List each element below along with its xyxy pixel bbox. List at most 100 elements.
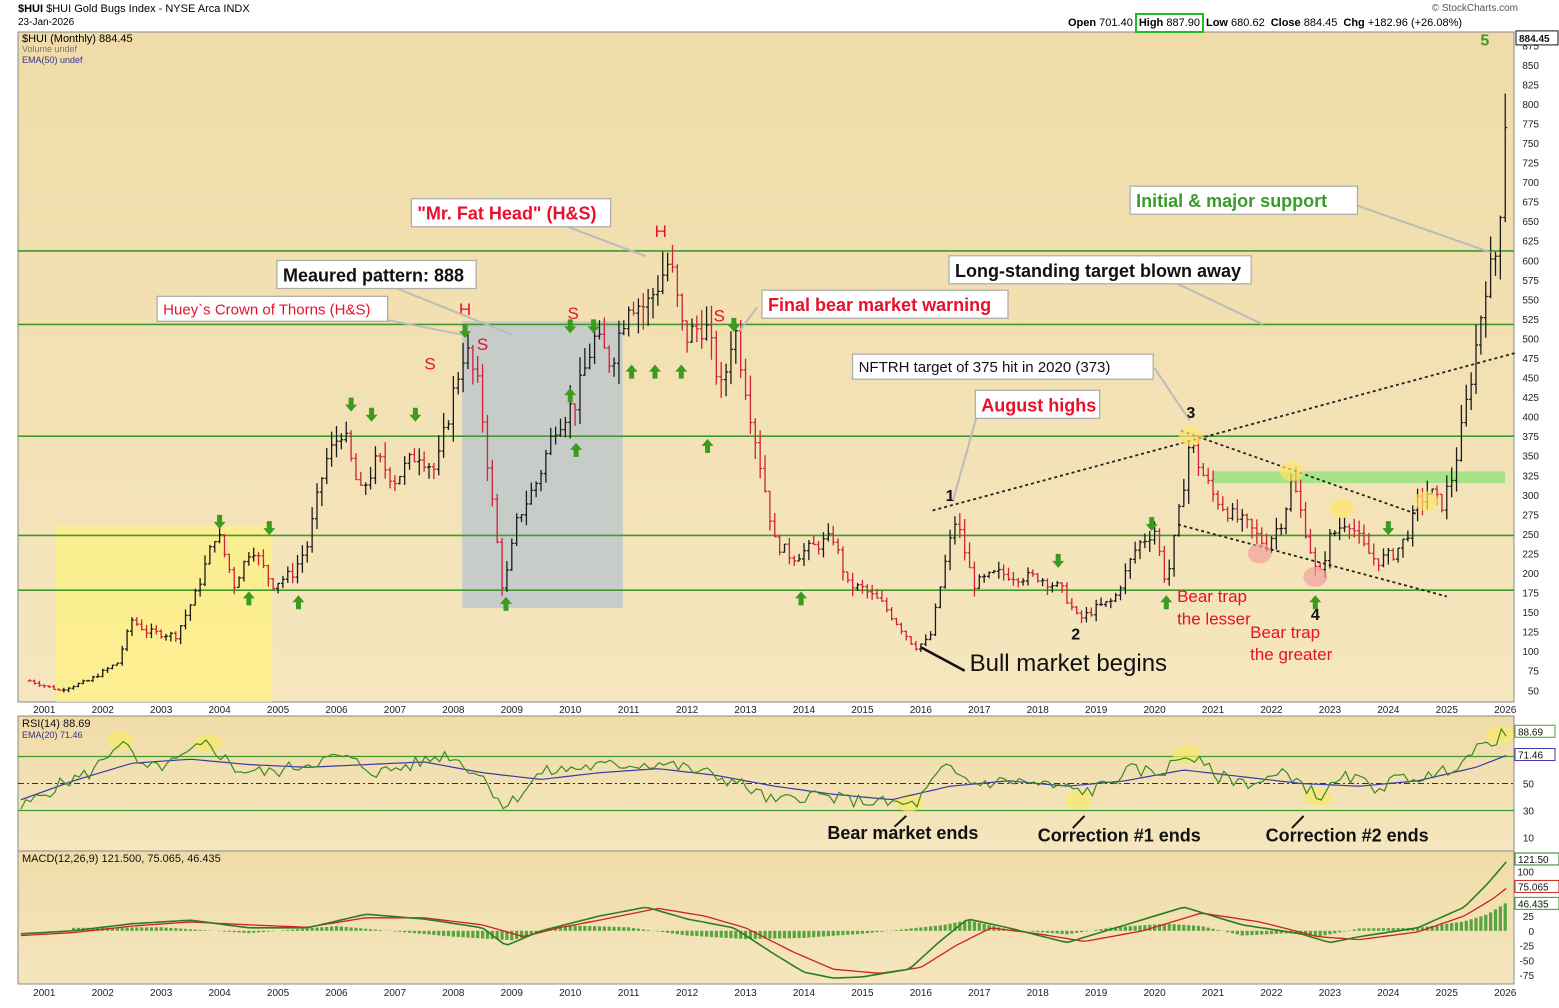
ohlc-chg: Chg +182.96 (+26.08%) [1343,17,1462,29]
wave-label-5: 5 [1480,32,1489,49]
macd-x-tick: 2009 [501,988,524,999]
price-y-tick: 175 [1522,589,1539,600]
histogram-bar [1129,926,1132,931]
histogram-bar [1202,927,1205,931]
histogram-bar [145,927,148,930]
ohlc-open: Open 701.40 [1068,17,1133,29]
histogram-bar [423,931,426,934]
macd-x-tick: 2010 [559,988,582,999]
price-x-tick: 2017 [968,705,991,716]
legend-ema: EMA(50) undef [22,55,83,65]
histogram-bar [223,931,226,932]
histogram-bar [1031,931,1034,932]
histogram-bar [871,931,874,933]
price-x-tick: 2010 [559,705,582,716]
histogram-bar [1445,924,1448,931]
annotation-3: Final bear market warning [762,290,1008,318]
rsi-annotation-1: Correction #1 ends [1038,826,1201,846]
price-y-tick: 250 [1522,530,1539,541]
annotation-text: the greater [1250,645,1333,664]
histogram-bar [1197,926,1200,931]
histogram-bar [817,931,820,937]
histogram-bar [778,931,781,939]
macd-x-tick: 2018 [1027,988,1050,999]
histogram-bar [681,931,684,935]
ohlc-low: Low 680.62 [1206,17,1265,29]
rsi-annotation-0: Bear market ends [827,823,978,843]
histogram-bar [1372,928,1375,931]
macd-x-tick: 2005 [267,988,290,999]
price-x-tick: 2016 [910,705,933,716]
price-y-tick: 850 [1522,61,1539,72]
price-y-tick: 225 [1522,549,1539,560]
histogram-bar [461,931,464,938]
rsi-legend-ema: EMA(20) 71.46 [22,730,83,740]
histogram-bar [773,931,776,939]
annotation-11: Bear trap [1250,623,1320,642]
histogram-bar [841,931,844,935]
histogram-bar [418,931,421,934]
histogram-bar [836,931,839,936]
histogram-bar [325,927,328,931]
highlight-circle [1280,461,1304,481]
macd-x-tick: 2021 [1202,988,1225,999]
price-x-tick: 2018 [1027,705,1050,716]
histogram-bar [1265,931,1268,934]
histogram-bar [481,931,484,939]
wave-label-4: 4 [1311,607,1320,624]
macd-x-tick: 2019 [1085,988,1108,999]
annotation-text: Meaured pattern: 888 [283,265,464,285]
wave-label-2: 2 [1071,626,1080,643]
histogram-bar [812,931,815,937]
histogram-bar [598,926,601,930]
annotation-text: Bear trap [1250,623,1320,642]
histogram-bar [374,930,377,931]
histogram-bar [354,928,357,931]
histogram-bar [666,931,669,933]
histogram-bar [1484,915,1487,931]
histogram-bar [895,930,898,931]
price-x-tick: 2013 [734,705,757,716]
histogram-bar [578,926,581,931]
histogram-bar [832,931,835,936]
macd-x-tick: 2022 [1260,988,1283,999]
histogram-bar [700,931,703,937]
histogram-bar [457,931,460,937]
histogram-bar [1470,919,1473,931]
macd-x-tick: 2002 [92,988,115,999]
histogram-bar [724,931,727,938]
histogram-bar [1051,931,1054,933]
histogram-bar [1182,925,1185,931]
histogram-bar [734,931,737,939]
histogram-bar [642,929,645,930]
macd-x-tick: 2004 [208,988,231,999]
histogram-bar [349,927,352,930]
histogram-bar [875,931,878,932]
histogram-bar [1085,931,1088,932]
price-y-tick: 300 [1522,491,1539,502]
ohlc-close: Close 884.45 [1271,17,1338,29]
histogram-bar [452,931,455,937]
histogram-bar [783,931,786,938]
price-x-tick: 2024 [1377,705,1400,716]
histogram-bar [1338,931,1341,933]
histogram-bar [179,929,182,931]
histogram-bar [851,931,854,935]
price-y-tick: 400 [1522,413,1539,424]
price-x-tick: 2023 [1319,705,1342,716]
histogram-bar [379,930,382,931]
annotation-text: August highs [981,395,1096,415]
histogram-bar [369,929,372,931]
histogram-bar [237,931,240,933]
price-y-tick: 125 [1522,628,1539,639]
histogram-bar [466,931,469,938]
macd-x-tick: 2013 [734,988,757,999]
macd-x-tick: 2006 [325,988,348,999]
histogram-bar [1138,925,1141,930]
histogram-bar [1246,931,1249,935]
legend-volume: Volume undef [22,44,77,54]
histogram-bar [359,928,362,931]
histogram-bar [690,931,693,936]
